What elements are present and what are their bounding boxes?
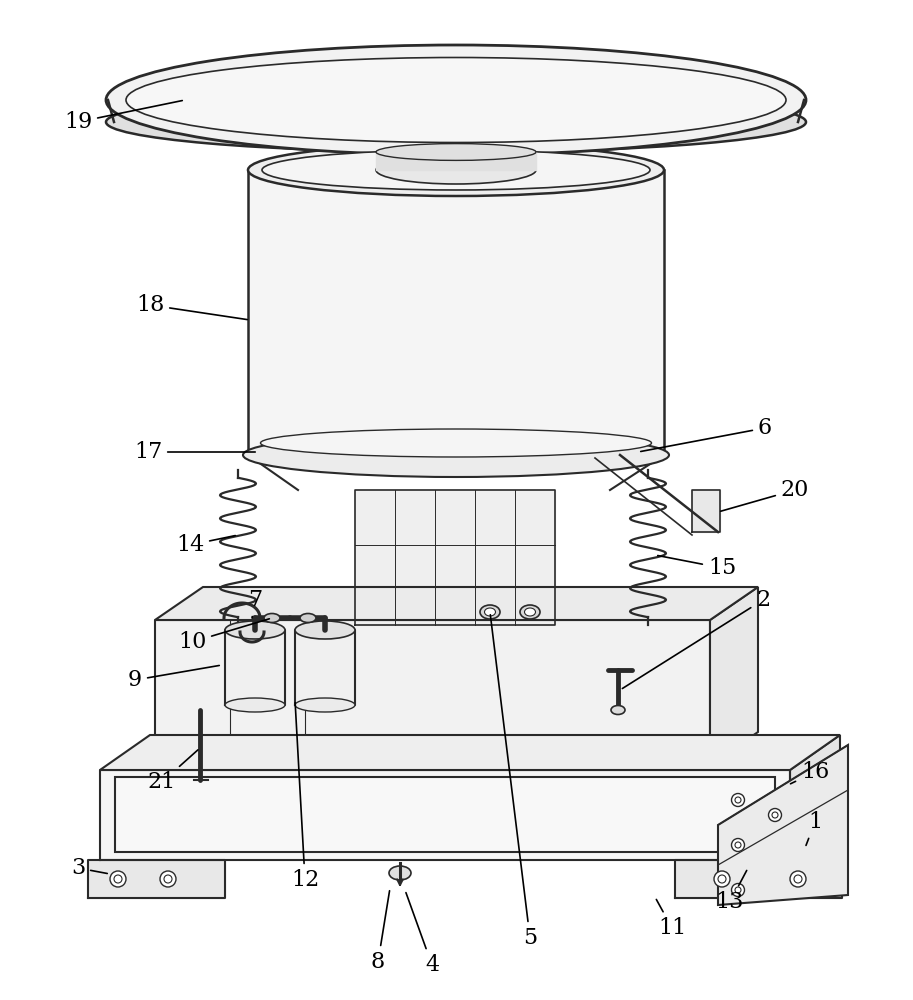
Text: 7: 7 [248,589,262,618]
Ellipse shape [295,698,355,712]
Polygon shape [675,860,842,898]
Ellipse shape [731,794,744,806]
Ellipse shape [264,613,280,622]
Ellipse shape [718,875,726,883]
Ellipse shape [106,92,806,152]
Text: 18: 18 [136,294,247,320]
Text: 5: 5 [490,615,537,949]
Text: 2: 2 [623,589,770,689]
Text: 12: 12 [291,703,320,891]
Ellipse shape [520,605,540,619]
Polygon shape [710,587,758,765]
Bar [115,777,775,852]
Ellipse shape [731,884,744,896]
Polygon shape [100,735,840,770]
Text: 17: 17 [134,441,256,463]
Ellipse shape [225,698,285,712]
Text: 15: 15 [657,556,736,579]
Ellipse shape [389,866,411,880]
Ellipse shape [611,706,625,714]
Ellipse shape [772,812,778,818]
Ellipse shape [260,429,652,457]
Polygon shape [248,170,664,455]
Text: 14: 14 [176,534,236,556]
Polygon shape [225,630,285,705]
Ellipse shape [735,797,741,803]
Text: 13: 13 [716,870,747,913]
Text: 16: 16 [791,761,829,784]
Ellipse shape [126,57,786,142]
Ellipse shape [769,808,782,822]
Polygon shape [355,490,555,625]
Ellipse shape [110,871,126,887]
Text: 8: 8 [371,891,390,973]
Polygon shape [295,630,355,705]
Ellipse shape [248,144,664,196]
Ellipse shape [225,621,285,639]
Text: 4: 4 [406,893,439,976]
Text: 3: 3 [71,857,107,879]
Text: 20: 20 [720,479,809,511]
Ellipse shape [714,871,730,887]
Polygon shape [100,770,790,860]
Ellipse shape [300,613,316,622]
Ellipse shape [164,875,172,883]
Polygon shape [718,745,848,905]
Text: 6: 6 [641,417,772,451]
Ellipse shape [262,150,650,190]
Polygon shape [155,587,758,620]
Ellipse shape [295,621,355,639]
Ellipse shape [106,45,806,155]
Polygon shape [88,860,225,898]
Ellipse shape [114,875,122,883]
Ellipse shape [735,887,741,893]
Text: 1: 1 [806,811,822,845]
Ellipse shape [480,605,500,619]
Ellipse shape [160,871,176,887]
Polygon shape [790,735,840,860]
Ellipse shape [735,842,741,848]
Text: 9: 9 [128,665,219,691]
Ellipse shape [790,871,806,887]
Ellipse shape [243,433,669,477]
Text: 10: 10 [178,619,269,653]
Ellipse shape [376,144,536,160]
Polygon shape [692,490,720,532]
Polygon shape [376,152,536,170]
Ellipse shape [485,608,496,616]
Text: 19: 19 [64,101,183,133]
Ellipse shape [524,608,536,616]
Ellipse shape [794,875,802,883]
Text: 21: 21 [148,750,198,793]
Ellipse shape [376,156,536,184]
Polygon shape [155,620,710,765]
Text: 11: 11 [656,899,687,939]
Ellipse shape [731,838,744,852]
